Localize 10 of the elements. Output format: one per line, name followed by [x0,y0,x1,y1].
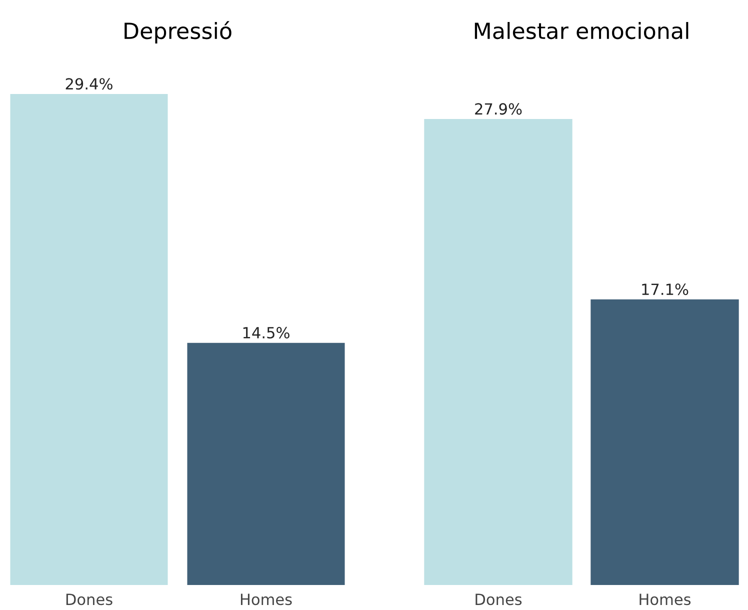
x-tick-label: Dones [476,594,522,606]
x-tick-label: Dones [66,594,112,606]
x-tick-label: Homes [240,594,292,606]
data-label: 27.9% [475,103,522,115]
data-label: 29.4% [66,78,112,90]
chart-title: Depressió [124,21,232,44]
chart-title: Malestar emocional [474,22,688,40]
x-tick-label: Homes [640,594,691,606]
data-label: 14.5% [243,326,290,338]
data-label: 17.1% [642,284,688,296]
